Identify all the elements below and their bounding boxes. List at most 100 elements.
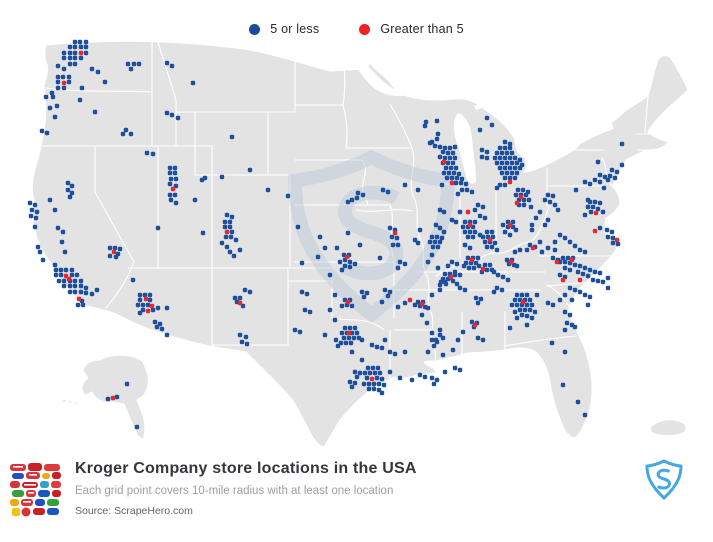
store-dot-5-or-less (227, 249, 233, 255)
store-dot-5-or-less (562, 259, 568, 265)
store-dot-5-or-less (95, 69, 101, 75)
store-dot-5-or-less (380, 187, 386, 193)
store-dot-5-or-less (389, 234, 395, 240)
store-dot-5-or-less (462, 242, 468, 248)
store-dot-5-or-less (357, 370, 363, 376)
store-dot-5-or-less (467, 229, 473, 235)
store-dot-5-or-less (502, 165, 508, 171)
store-dot-5-or-less (342, 263, 348, 269)
store-dot-5-or-less (433, 337, 439, 343)
store-dot-5-or-less (600, 209, 606, 215)
store-dot-5-or-less (155, 305, 161, 311)
store-dot-5-or-less (475, 300, 481, 306)
store-dot-5-or-less (547, 199, 553, 205)
store-dot-5-or-less (502, 139, 508, 145)
store-dot-5-or-less (342, 325, 348, 331)
store-dot-5-or-less (455, 337, 461, 343)
store-dot-5-or-less (582, 412, 588, 418)
store-dot-5-or-less (200, 230, 206, 236)
store-dot-5-or-less (167, 181, 173, 187)
aleutian-island (74, 401, 78, 405)
store-dot-5-or-less (361, 294, 367, 300)
store-dot-5-or-less (347, 259, 353, 265)
store-dot-5-or-less (562, 292, 568, 298)
store-dot-5-or-less (359, 337, 365, 343)
store-dot-5-or-less (429, 252, 435, 258)
store-dot-5-or-less (504, 150, 510, 156)
store-dot-5-or-less (61, 85, 67, 91)
store-dot-5-or-less (402, 349, 408, 355)
store-dot-5-or-less (349, 303, 355, 309)
store-dot-5-or-less (371, 381, 377, 387)
store-dot-5-or-less (242, 287, 248, 293)
store-dot-5-or-less (443, 165, 449, 171)
store-dot-5-or-less (477, 232, 483, 238)
store-dot-5-or-less (437, 239, 443, 245)
store-dot-5-or-less (470, 234, 476, 240)
store-dot-5-or-less (502, 145, 508, 151)
store-dot-5-or-less (514, 160, 520, 166)
store-dot-5-or-less (542, 197, 548, 203)
store-dot-greater-than-5 (554, 259, 560, 265)
store-dot-5-or-less (494, 150, 500, 156)
store-dot-5-or-less (364, 290, 370, 296)
store-dot-5-or-less (333, 337, 339, 343)
store-dot-5-or-less (437, 327, 443, 333)
store-dot-5-or-less (452, 365, 458, 371)
store-dot-5-or-less (448, 165, 454, 171)
store-dot-greater-than-5 (224, 229, 230, 235)
store-dot-5-or-less (509, 150, 515, 156)
store-dot-5-or-less (72, 289, 78, 295)
store-dot-5-or-less (484, 267, 490, 273)
store-dot-5-or-less (243, 334, 249, 340)
store-dot-5-or-less (517, 247, 523, 253)
straits-of-mackinac (474, 100, 493, 110)
store-dot-5-or-less (449, 259, 455, 265)
store-dot-5-or-less (449, 217, 455, 223)
legend-label: Greater than 5 (380, 22, 464, 36)
store-dot-5-or-less (445, 150, 451, 156)
store-dot-5-or-less (595, 206, 601, 212)
store-dot-5-or-less (605, 234, 611, 240)
store-dot-5-or-less (349, 197, 355, 203)
store-dot-5-or-less (40, 257, 46, 263)
aleutian-island (68, 400, 72, 404)
store-dot-5-or-less (577, 289, 583, 295)
store-dot-5-or-less (499, 287, 505, 293)
store-dot-5-or-less (484, 149, 490, 155)
store-dot-5-or-less (529, 315, 535, 321)
store-dot-5-or-less (447, 155, 453, 161)
store-dot-5-or-less (619, 162, 625, 168)
store-dot-5-or-less (167, 170, 173, 176)
store-dot-5-or-less (445, 160, 451, 166)
store-dot-5-or-less (142, 292, 148, 298)
store-dot-5-or-less (377, 255, 383, 261)
store-dot-5-or-less (352, 325, 358, 331)
store-dot-5-or-less (457, 209, 463, 215)
store-dot-greater-than-5 (76, 296, 82, 302)
kroger-brands-collage (10, 463, 61, 517)
store-dot-5-or-less (61, 283, 67, 289)
store-dot-5-or-less (334, 245, 340, 251)
store-dot-5-or-less (567, 312, 573, 318)
store-dot-5-or-less (482, 215, 488, 221)
store-dot-5-or-less (507, 165, 513, 171)
store-dot-5-or-less (347, 264, 353, 270)
store-dot-5-or-less (487, 262, 493, 268)
store-dot-5-or-less (332, 292, 338, 298)
store-dot-5-or-less (219, 240, 225, 246)
store-dot-5-or-less (72, 278, 78, 284)
store-dot-5-or-less (232, 295, 238, 301)
store-dot-5-or-less (43, 94, 49, 100)
store-dot-5-or-less (47, 197, 53, 203)
store-dot-5-or-less (402, 261, 408, 267)
store-dot-5-or-less (577, 263, 583, 269)
store-dot-5-or-less (597, 179, 603, 185)
store-dot-5-or-less (37, 249, 43, 255)
store-dot-5-or-less (140, 302, 146, 308)
store-dot-5-or-less (137, 297, 143, 303)
store-dot-5-or-less (175, 115, 181, 121)
store-dot-5-or-less (74, 272, 80, 278)
store-dot-5-or-less (315, 254, 321, 260)
store-dot-greater-than-5 (560, 277, 566, 283)
